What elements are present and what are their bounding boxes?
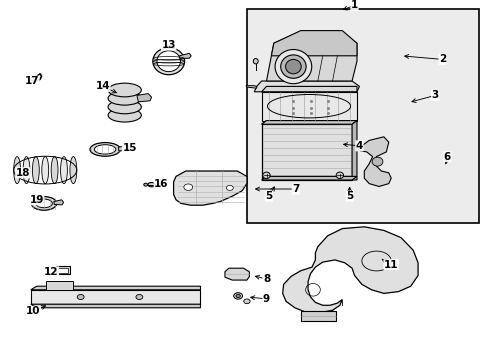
Ellipse shape	[235, 294, 240, 297]
Polygon shape	[254, 81, 359, 92]
Polygon shape	[118, 145, 129, 151]
Polygon shape	[282, 227, 417, 312]
Text: 6: 6	[443, 152, 450, 162]
Text: 5: 5	[346, 191, 352, 201]
Ellipse shape	[36, 199, 52, 208]
Text: 2: 2	[438, 54, 445, 64]
Text: 5: 5	[265, 191, 272, 201]
Text: 18: 18	[16, 168, 30, 178]
Polygon shape	[266, 32, 356, 81]
Polygon shape	[261, 86, 356, 92]
Ellipse shape	[143, 183, 147, 186]
Polygon shape	[261, 121, 356, 124]
Text: 15: 15	[122, 143, 137, 153]
Ellipse shape	[183, 184, 192, 190]
Polygon shape	[356, 137, 390, 186]
Polygon shape	[31, 290, 200, 304]
Bar	[46, 281, 73, 290]
Ellipse shape	[274, 49, 311, 84]
Ellipse shape	[157, 51, 180, 72]
Polygon shape	[31, 286, 200, 290]
Ellipse shape	[108, 91, 141, 105]
Ellipse shape	[152, 48, 184, 75]
Text: 9: 9	[263, 294, 269, 304]
Ellipse shape	[108, 83, 141, 97]
Polygon shape	[179, 53, 191, 58]
Ellipse shape	[136, 294, 142, 300]
Ellipse shape	[32, 157, 39, 184]
Polygon shape	[245, 86, 256, 88]
Polygon shape	[261, 121, 356, 124]
Ellipse shape	[233, 293, 242, 299]
Ellipse shape	[70, 157, 77, 184]
Ellipse shape	[94, 145, 116, 154]
Ellipse shape	[371, 157, 382, 166]
Text: 8: 8	[263, 274, 269, 284]
Ellipse shape	[226, 185, 233, 190]
Ellipse shape	[263, 172, 270, 179]
Ellipse shape	[77, 294, 84, 300]
Polygon shape	[261, 176, 356, 180]
Text: 13: 13	[161, 40, 176, 50]
Polygon shape	[261, 124, 351, 180]
Bar	[58, 268, 68, 273]
Bar	[246, 9, 478, 223]
Ellipse shape	[285, 59, 301, 74]
Ellipse shape	[90, 143, 120, 156]
Ellipse shape	[108, 100, 141, 114]
Text: 11: 11	[383, 260, 398, 270]
Ellipse shape	[61, 157, 67, 184]
Bar	[56, 266, 70, 274]
Text: 3: 3	[431, 90, 438, 100]
Polygon shape	[54, 200, 63, 205]
Ellipse shape	[23, 157, 30, 184]
Polygon shape	[31, 304, 200, 308]
Ellipse shape	[147, 183, 155, 187]
Ellipse shape	[108, 108, 141, 122]
Ellipse shape	[41, 157, 49, 184]
Text: 19: 19	[29, 195, 44, 205]
Ellipse shape	[280, 55, 305, 78]
Ellipse shape	[31, 197, 57, 210]
Ellipse shape	[243, 299, 249, 303]
Ellipse shape	[336, 172, 343, 179]
Text: 7: 7	[291, 184, 299, 194]
Polygon shape	[173, 171, 246, 205]
Text: 12: 12	[44, 267, 59, 277]
Text: 17: 17	[24, 76, 39, 86]
Text: 1: 1	[350, 0, 357, 10]
Bar	[300, 311, 335, 321]
Text: 14: 14	[95, 81, 110, 91]
Ellipse shape	[51, 157, 58, 184]
Polygon shape	[261, 92, 356, 121]
Ellipse shape	[14, 157, 20, 184]
Polygon shape	[271, 31, 356, 56]
Ellipse shape	[253, 58, 258, 64]
Polygon shape	[351, 121, 356, 180]
Text: 16: 16	[154, 179, 168, 189]
Polygon shape	[224, 268, 249, 280]
Polygon shape	[137, 94, 151, 102]
Text: 4: 4	[355, 141, 363, 151]
Text: 10: 10	[26, 306, 41, 316]
